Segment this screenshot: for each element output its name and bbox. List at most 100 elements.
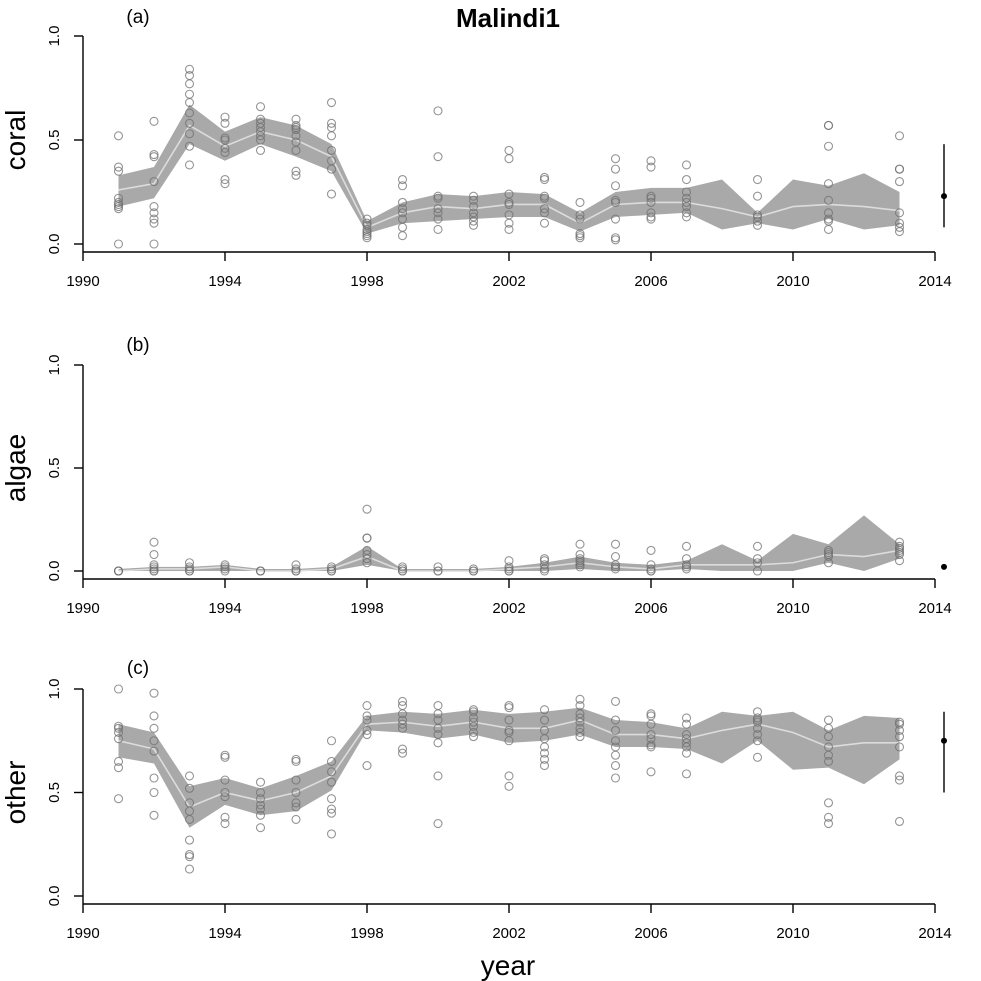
data-point — [184, 108, 195, 118]
credible-band — [118, 707, 900, 828]
data-point — [291, 775, 301, 785]
data-point — [610, 696, 621, 706]
data-point — [184, 783, 195, 793]
data-point — [362, 725, 372, 735]
data-point — [575, 210, 585, 220]
data-point — [575, 539, 585, 549]
data-point — [255, 102, 266, 112]
data-point — [539, 560, 550, 570]
x-tick-label: 2010 — [776, 925, 809, 942]
data-point — [894, 131, 905, 141]
data-point — [823, 141, 834, 151]
data-point — [220, 112, 230, 122]
data-point — [681, 738, 692, 748]
data-point — [220, 174, 230, 185]
data-point — [255, 800, 266, 810]
data-point — [291, 814, 301, 824]
panel-label: (b) — [126, 335, 149, 356]
y-tick-label: 0.5 — [46, 782, 63, 803]
data-point — [184, 864, 195, 874]
data-point — [184, 98, 195, 108]
data-point — [433, 204, 443, 214]
data-point — [504, 703, 514, 713]
data-point — [397, 709, 408, 719]
data-point — [291, 125, 301, 135]
data-point — [610, 773, 621, 783]
error-bar-point — [941, 193, 947, 200]
x-tick-label: 2010 — [776, 273, 809, 290]
data-point — [433, 224, 443, 234]
data-point — [184, 89, 195, 99]
data-point — [752, 541, 763, 551]
panel-label: (a) — [126, 7, 149, 28]
data-point — [149, 177, 159, 187]
data-point — [326, 736, 337, 746]
data-point — [894, 222, 905, 232]
data-point — [681, 202, 692, 212]
x-tick-label: 2014 — [918, 600, 951, 617]
data-point — [504, 154, 514, 164]
data-point — [894, 177, 905, 187]
data-point — [433, 723, 443, 733]
data-point — [220, 118, 230, 128]
data-point — [220, 812, 230, 822]
y-tick-label: 0.0 — [46, 234, 63, 255]
data-point — [397, 744, 408, 754]
data-point — [646, 197, 656, 207]
data-point — [752, 723, 763, 733]
x-tick-label: 1994 — [208, 600, 241, 617]
data-point — [184, 70, 195, 81]
data-point — [646, 156, 656, 166]
data-point — [504, 566, 514, 576]
y-axis-label: algae — [0, 434, 31, 503]
data-point — [752, 220, 763, 230]
data-point — [255, 810, 266, 820]
data-point — [539, 715, 550, 725]
data-point — [610, 715, 621, 725]
credible-band — [118, 515, 900, 571]
data-point — [823, 818, 834, 829]
data-point — [220, 566, 230, 576]
data-point — [113, 204, 124, 214]
panel-other: 1990 1994 1998 2002 2006 2010 2014 0.0 0.5 1.0 oth… — [0, 658, 952, 942]
data-point — [362, 711, 372, 721]
data-point — [610, 235, 621, 245]
data-point — [823, 179, 834, 189]
data-point — [646, 729, 656, 740]
data-point — [468, 566, 479, 576]
data-point — [504, 771, 514, 781]
data-point — [113, 734, 124, 744]
data-point — [539, 748, 550, 758]
data-point — [255, 777, 266, 787]
data-point — [397, 566, 408, 576]
data-point — [362, 701, 372, 711]
y-axis-label: other — [0, 761, 31, 825]
data-point — [823, 756, 834, 767]
data-point — [894, 742, 905, 752]
data-point — [113, 794, 124, 804]
x-tick-label: 1998 — [350, 925, 383, 942]
error-bar-point — [941, 737, 947, 744]
data-point — [362, 504, 372, 514]
data-point — [184, 141, 195, 151]
x-tick-label: 1990 — [66, 273, 99, 290]
data-point — [468, 717, 479, 727]
data-point — [397, 723, 408, 733]
data-point — [149, 746, 159, 756]
data-point — [539, 174, 550, 185]
y-tick-label: 1.0 — [46, 26, 63, 47]
data-point — [362, 761, 372, 771]
data-point — [397, 208, 408, 218]
data-point — [433, 709, 443, 719]
data-point — [149, 202, 159, 212]
data-point — [504, 736, 514, 746]
data-point — [504, 781, 514, 791]
x-tick-label: 1990 — [66, 600, 99, 617]
x-tick-label: 2006 — [634, 600, 667, 617]
data-point — [433, 566, 443, 576]
data-point — [823, 120, 834, 130]
data-point — [610, 154, 621, 164]
x-tick-label: 2014 — [918, 273, 951, 290]
data-point — [539, 193, 550, 203]
